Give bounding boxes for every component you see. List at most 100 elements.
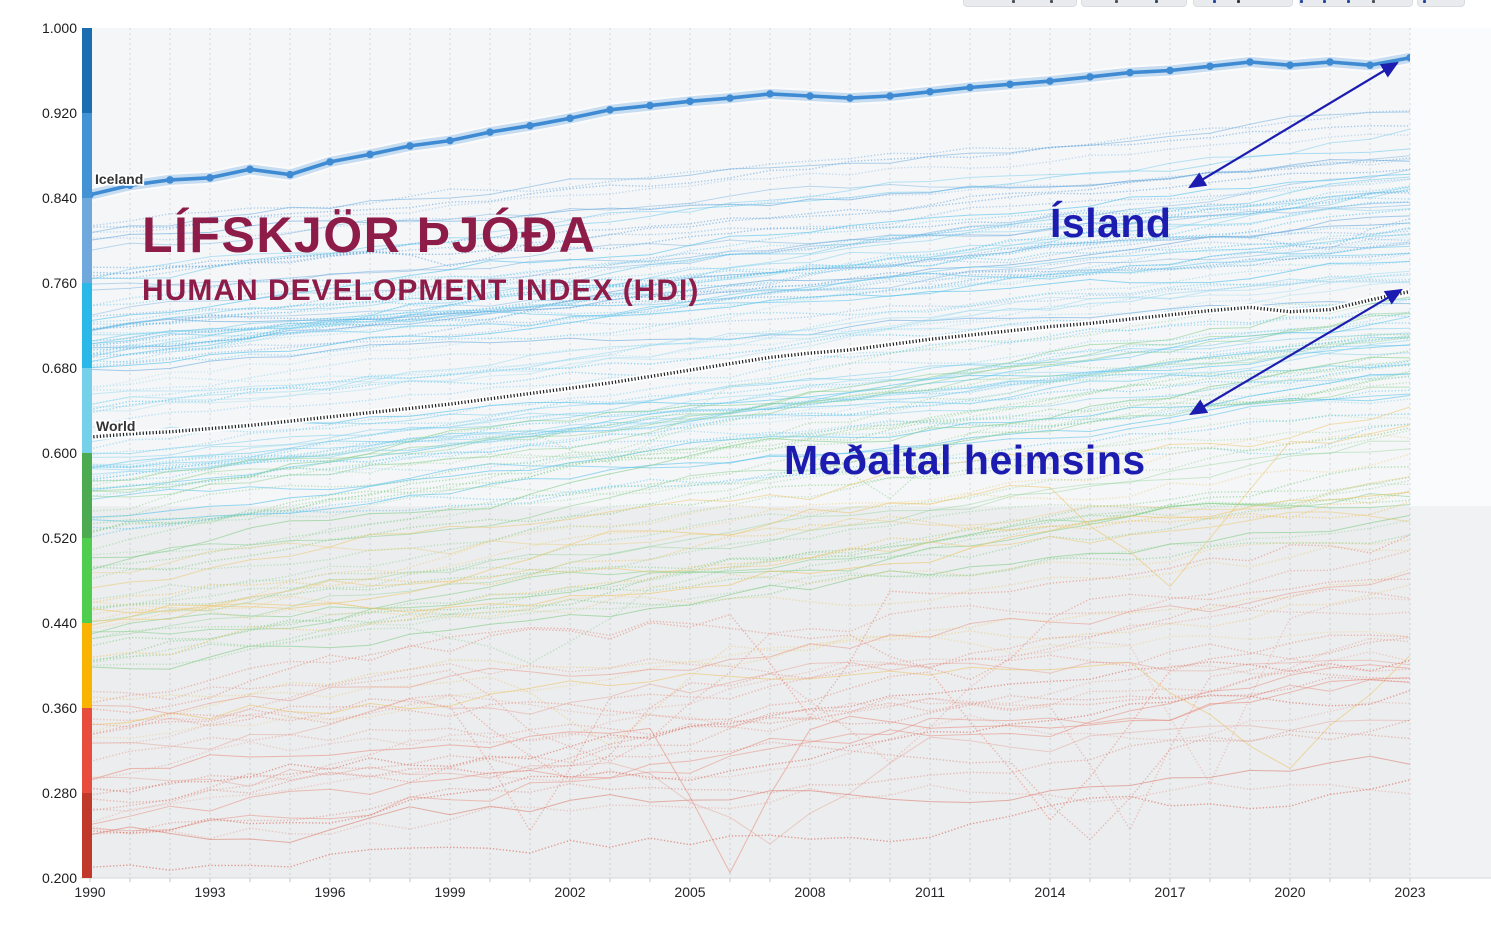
toolbar-icon-fragment[interactable] [1050, 0, 1053, 3]
country-line-red [92, 679, 1410, 832]
country-line-cyan [92, 176, 1410, 345]
country-line-blue [92, 222, 1410, 331]
iceland-marker [1086, 73, 1094, 81]
country-line-yellow [92, 539, 1410, 622]
toolbar-icon-fragment[interactable] [1300, 0, 1303, 3]
x-axis-tick-label: 2014 [1034, 884, 1065, 900]
iceland-marker [92, 191, 94, 199]
country-line-cyan [92, 423, 1410, 538]
iceland-marker [566, 114, 574, 123]
y-axis-tick-label: 0.360 [42, 700, 77, 716]
country-line-red [92, 669, 1410, 804]
toolbar-icon-fragment[interactable] [1012, 0, 1015, 3]
country-line-cyan [92, 227, 1410, 366]
country-line-yellow [92, 406, 1410, 589]
toolbar-icon-fragment[interactable] [1213, 0, 1216, 3]
country-line-green [92, 332, 1410, 512]
country-line-cyan [92, 208, 1410, 351]
country-line-yellow [92, 630, 1410, 739]
iceland-marker [806, 92, 814, 100]
country-line-green [92, 491, 1410, 640]
x-axis-tick-label: 1999 [434, 884, 465, 900]
y-axis-tick-label: 0.280 [42, 785, 77, 801]
iceland-marker [1206, 62, 1214, 71]
y-axis-tick-label: 0.440 [42, 615, 77, 631]
toolbar-icon-fragment[interactable] [1115, 0, 1118, 3]
country-line-green [92, 482, 1410, 667]
x-axis-tick-label: 2020 [1274, 884, 1305, 900]
iceland-marker [206, 174, 214, 182]
country-lines-layer [92, 110, 1410, 874]
country-line-yellow [92, 491, 1410, 626]
colorbar-segment [82, 708, 92, 793]
iceland-marker [526, 121, 534, 130]
country-line-green [92, 371, 1410, 489]
toolbar-icon-fragment[interactable] [1347, 0, 1350, 3]
iceland-marker [606, 106, 614, 114]
toolbar-button-group[interactable] [1299, 0, 1413, 7]
colorbar-segment [82, 113, 92, 198]
country-line-light-cyan [92, 253, 1410, 347]
colorbar-segment [82, 28, 92, 113]
country-line-cyan [92, 227, 1410, 331]
world-series-label: World [96, 418, 135, 434]
y-axis-tick-label: 0.600 [42, 445, 77, 461]
world-average-arrow [1189, 288, 1403, 416]
country-line-blue [92, 204, 1410, 287]
iceland-marker [1006, 80, 1014, 89]
iceland-marker [406, 142, 414, 150]
country-line-dark-red [92, 779, 1410, 871]
y-axis-tick-label: 0.760 [42, 275, 77, 291]
x-axis-tick-label: 2005 [674, 884, 705, 900]
country-line-yellow [92, 501, 1410, 659]
toolbar-button-group[interactable] [1193, 0, 1293, 7]
toolbar-icon-fragment[interactable] [1323, 0, 1326, 3]
y-axis-tick-label: 0.200 [42, 870, 77, 886]
toolbar-icon-fragment[interactable] [1372, 0, 1375, 3]
iceland-marker [366, 150, 374, 159]
toolbar-button-group[interactable] [1417, 0, 1465, 7]
country-line-red [92, 650, 1410, 781]
iceland-marker [846, 94, 854, 102]
country-line-dark-red [92, 755, 1410, 844]
x-axis-tick-label: 2002 [554, 884, 585, 900]
country-line-red [92, 572, 1410, 715]
x-axis-tick-label: 1996 [314, 884, 345, 900]
country-line-cyan [92, 260, 1410, 405]
country-line-light-cyan [92, 236, 1410, 390]
country-line-blue [92, 178, 1410, 279]
colorbar-segment [82, 793, 92, 878]
colorbar-segment [82, 198, 92, 283]
iceland-marker [926, 87, 934, 96]
country-line-yellow [92, 545, 1410, 630]
y-axis-tick-label: 0.920 [42, 105, 77, 121]
iceland-marker [966, 83, 974, 92]
country-line-green [92, 429, 1410, 609]
iceland-marker [686, 97, 694, 106]
country-line-cyan [92, 276, 1410, 391]
iceland-marker [126, 181, 134, 190]
toolbar-button-group[interactable] [963, 0, 1077, 7]
x-axis-tick-label: 1993 [194, 884, 225, 900]
country-line-light-cyan [92, 208, 1410, 336]
iceland-marker [446, 136, 454, 145]
country-line-blue [92, 201, 1410, 291]
toolbar-icon-fragment[interactable] [1237, 0, 1240, 3]
iceland-marker [246, 165, 254, 174]
y-axis-tick-label: 0.680 [42, 360, 77, 376]
country-line-yellow [92, 511, 1410, 622]
country-line-red [92, 664, 1410, 825]
iceland-marker [1286, 61, 1294, 69]
toolbar-icon-fragment[interactable] [1155, 0, 1158, 3]
country-line-red [92, 637, 1410, 812]
toolbar-button-group[interactable] [1081, 0, 1187, 7]
country-line-green [92, 440, 1410, 640]
iceland-marker [286, 170, 294, 179]
colorbar-segment [82, 538, 92, 623]
toolbar-icon-fragment[interactable] [1423, 0, 1426, 3]
iceland-marker [766, 90, 774, 98]
country-line-cyan [92, 335, 1410, 450]
country-line-cyan [92, 190, 1410, 355]
country-line-cyan [92, 272, 1410, 363]
country-line-blue [92, 168, 1410, 275]
